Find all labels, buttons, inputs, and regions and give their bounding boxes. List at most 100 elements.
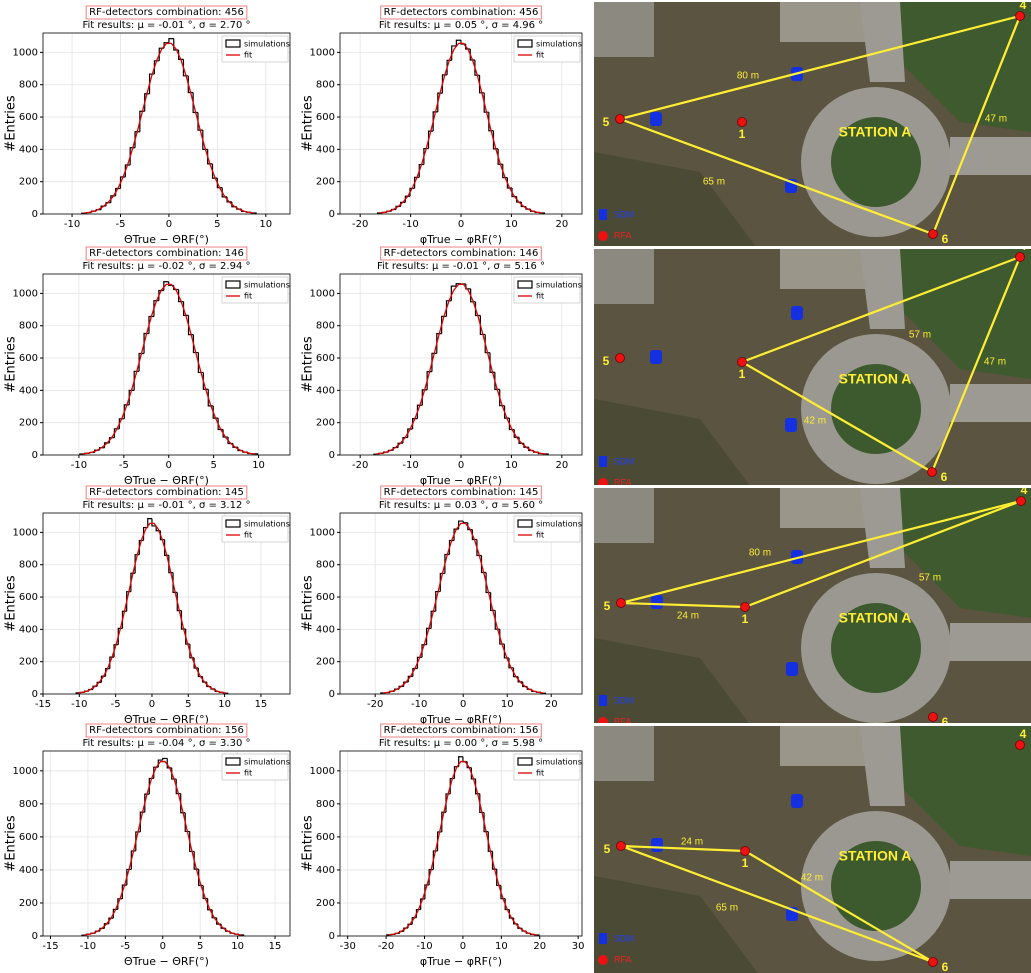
histogram-step [485,334,490,352]
y-tick-label: 200 [19,177,38,188]
x-tick-label: 0 [160,941,166,952]
histogram-step [447,60,452,75]
x-axis-label: ΘTrue − ΘRF(°) [124,233,209,246]
y-tick-label: 600 [316,353,335,364]
road [950,861,1031,899]
y-tick-label: 200 [316,657,335,668]
y-tick-label: 1000 [13,288,38,299]
chart-title: RF-detectors combination: 456 [89,7,244,18]
rfa-detector [1016,253,1025,262]
rfa-detector [616,354,625,363]
x-tick-label: 15 [255,699,268,710]
legend-label: RFA [614,230,632,240]
y-tick-label: 0 [329,689,335,700]
x-axis-label: φTrue − φRF(°) [420,955,502,968]
rfa-detector [616,115,625,124]
legend-label: fit [244,292,252,301]
histogram-step [188,76,193,93]
histogram-step [149,317,154,334]
x-tick-label: -10 [411,699,427,710]
histogram-step [145,94,150,111]
x-axis-label: ΘTrue − ΘRF(°) [124,955,209,968]
rfa-detector [738,118,747,127]
histogram-step [136,832,140,851]
distance-label: 65 m [716,903,738,914]
x-tick-label: 10 [501,699,514,710]
legend-label: fit [244,531,252,540]
chart: RF-detectors combination: 145Fit results… [301,486,583,726]
chart: RF-detectors combination: 146 Fit results… [4,247,291,487]
y-tick-label: 600 [19,112,38,123]
x-tick-label: -5 [120,941,130,952]
figure: RF-detectors combination: 456 Fit results… [0,0,1031,973]
building [594,488,654,543]
y-tick-label: 400 [19,865,38,876]
legend-swatch [598,478,608,488]
rfa-detector [741,603,750,612]
histogram-step [413,668,418,676]
sdm-detector [791,306,803,320]
distance-label: 24 m [681,837,703,848]
y-tick-label: 800 [19,321,38,332]
y-tick-label: 600 [19,353,38,364]
x-tick-label: -15 [42,941,58,952]
legend-label: simulations [244,520,290,529]
x-tick-label: 0 [149,699,155,710]
x-tick-label: -15 [35,699,51,710]
distance-label: 24 m [677,611,699,622]
roundabout [816,102,936,222]
station-label: STATION A [839,848,912,864]
road [950,384,1031,422]
x-tick-label: -5 [119,460,129,471]
distance-label: 80 m [749,548,771,559]
x-tick-label: 20 [545,699,558,710]
x-tick-label: 0 [458,219,464,230]
rfa-detector [617,842,626,851]
histogram-step [454,529,459,540]
y-tick-label: 200 [19,657,38,668]
distance-label: 80 m [737,71,759,82]
x-tick-label: -30 [340,941,356,952]
sdm-detector [785,418,797,432]
histogram-step [139,354,144,372]
node-label: 5 [603,354,610,368]
legend-label: RFA [614,954,632,964]
legend-label: fit [536,531,544,540]
x-tick-label: 0 [460,699,466,710]
legend-label: simulations [244,281,290,290]
chart-subtitle: Fit results: μ = -0.02 °, σ = 2.94 ° [83,261,251,272]
histogram-step [463,521,468,523]
building [594,2,654,57]
histogram-step [429,131,434,148]
x-tick-label: -10 [71,460,87,471]
x-tick-label: 20 [555,460,568,471]
y-tick-label: 0 [329,450,335,461]
y-tick-label: 200 [19,418,38,429]
y-tick-label: 1000 [13,766,38,777]
x-tick-label: 15 [269,941,282,952]
x-axis-label: φTrue − φRF(°) [420,474,502,487]
distance-label: 47 m [985,114,1007,125]
node-label: 1 [739,127,746,141]
distance-label: 47 m [984,357,1006,368]
node-label: 4 [1021,483,1028,497]
legend-label: simulations [536,520,582,529]
x-tick-label: 10 [252,460,265,471]
x-axis-label: φTrue − φRF(°) [420,233,502,246]
x-tick-label: 10 [505,219,518,230]
legend-label: fit [536,51,544,60]
chart-subtitle: Fit results: μ = -0.01 °, σ = 5.16 ° [377,261,545,272]
node-label: 6 [942,232,949,246]
y-tick-label: 400 [316,144,335,155]
map-panel: 516480 m57 m24 mSTATION ASDMRFA [594,483,1031,738]
x-tick-label: -10 [64,219,80,230]
building [594,249,654,304]
road [950,623,1031,661]
x-tick-label: -20 [352,219,368,230]
chart-title: RF-detectors combination: 456 [384,7,539,18]
legend-swatch [598,955,608,965]
sdm-detector [791,794,803,808]
histogram-step [413,419,418,429]
chart-title: RF-detectors combination: 146 [89,248,244,259]
x-tick-label: 10 [505,460,518,471]
